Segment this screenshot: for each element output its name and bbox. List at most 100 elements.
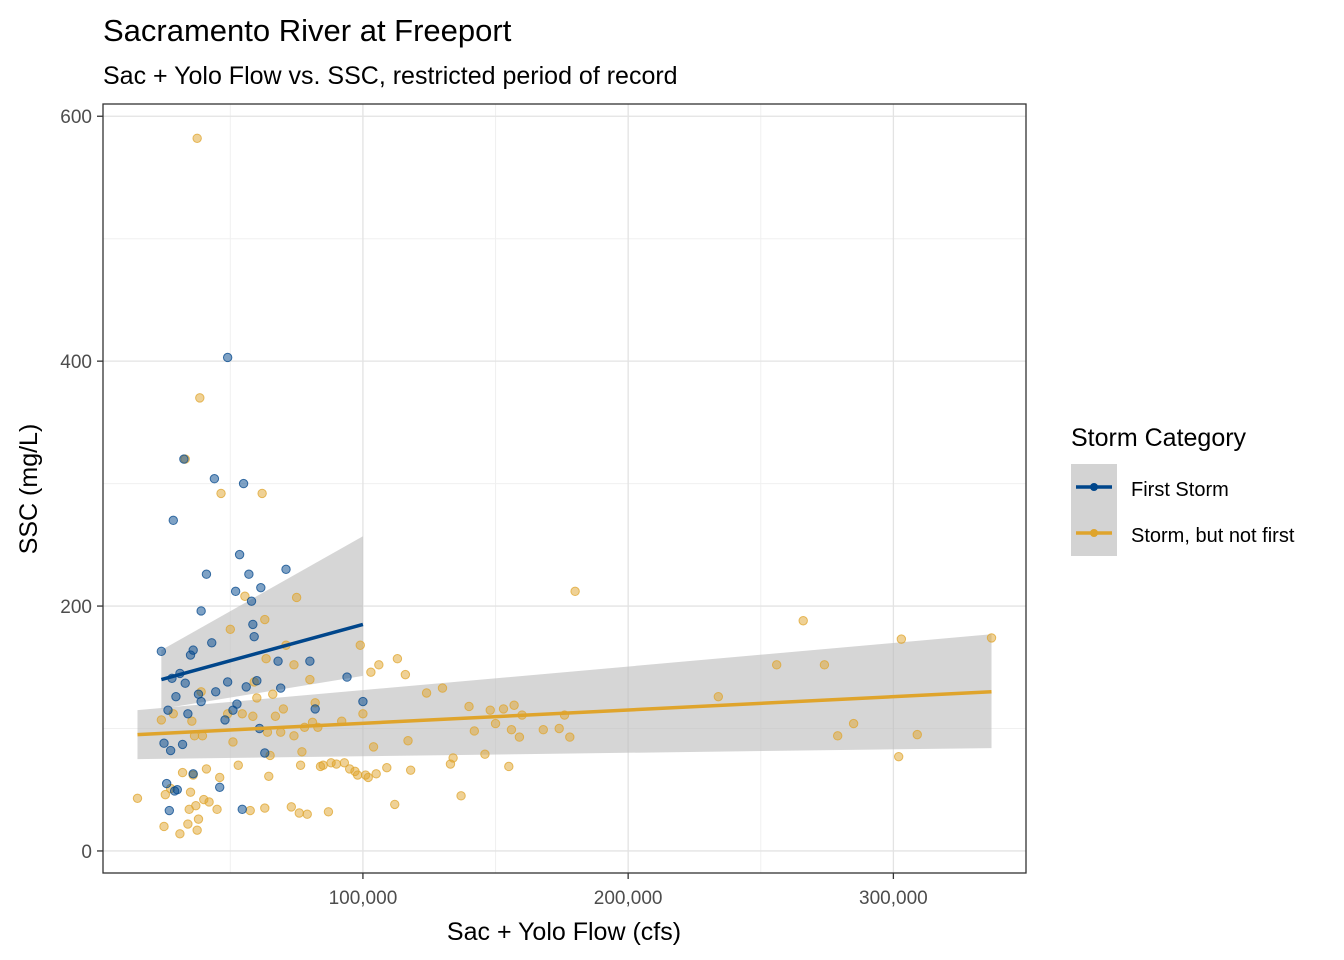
plot-panel <box>102 103 1027 874</box>
data-point <box>363 772 373 783</box>
data-point <box>177 767 188 778</box>
data-point <box>289 660 299 670</box>
data-point <box>248 619 258 630</box>
data-point <box>193 814 204 824</box>
y-tick-label: 400 <box>60 352 92 373</box>
data-point <box>352 770 363 780</box>
data-point <box>188 769 198 779</box>
data-point <box>358 709 368 719</box>
data-point <box>237 804 247 815</box>
data-point <box>456 791 466 801</box>
data-point <box>215 782 225 792</box>
data-point <box>171 691 181 702</box>
data-point <box>260 803 270 813</box>
data-point <box>565 732 575 742</box>
fit-lines <box>137 622 992 737</box>
data-point <box>281 564 291 575</box>
legend: Storm Category First Storm Storm, but no… <box>1071 424 1295 556</box>
data-point <box>207 638 217 648</box>
data-point <box>278 704 289 714</box>
data-point <box>366 667 376 677</box>
data-point <box>191 800 201 811</box>
data-point <box>448 753 458 763</box>
data-point <box>211 687 221 697</box>
data-point <box>238 478 249 489</box>
data-point <box>297 747 307 757</box>
data-point <box>421 688 432 698</box>
data-point <box>912 729 922 740</box>
data-point <box>234 549 245 560</box>
data-point <box>240 591 250 601</box>
data-point <box>848 718 859 729</box>
data-point <box>237 709 247 719</box>
chart-title: Sacramento River at Freeport <box>103 13 512 48</box>
data-point <box>261 654 271 664</box>
data-point <box>222 352 233 363</box>
data-point <box>832 731 843 741</box>
data-point <box>246 596 257 606</box>
data-point <box>498 704 509 714</box>
data-point <box>469 726 480 736</box>
data-point <box>371 769 381 779</box>
data-point <box>159 821 169 832</box>
data-point <box>305 656 315 666</box>
data-point <box>268 689 278 699</box>
data-point <box>252 693 262 703</box>
data-point <box>163 705 173 715</box>
data-point <box>248 711 258 721</box>
data-point <box>286 802 297 812</box>
data-point <box>294 808 304 818</box>
data-point <box>156 715 167 725</box>
data-point <box>437 683 448 693</box>
data-point <box>986 633 997 643</box>
data-point <box>310 704 320 714</box>
data-point <box>230 586 241 597</box>
data-point <box>400 669 411 680</box>
y-axis: 0 200 400 600 <box>60 107 103 863</box>
data-point <box>403 736 413 746</box>
data-point <box>256 582 266 593</box>
data-point <box>405 765 416 775</box>
data-point <box>342 672 352 682</box>
data-point <box>509 700 519 710</box>
data-point <box>233 760 243 770</box>
data-point <box>270 711 281 721</box>
data-point <box>201 569 212 579</box>
legend-title: Storm Category <box>1071 424 1247 452</box>
data-point <box>196 696 206 707</box>
data-point <box>196 606 206 616</box>
data-point <box>232 699 242 709</box>
y-axis-title: SSC (mg/L) <box>15 424 43 555</box>
data-point <box>264 771 274 781</box>
data-point <box>490 718 501 729</box>
data-point <box>305 674 315 685</box>
panel-border <box>102 103 1027 874</box>
data-point <box>295 760 306 770</box>
fit-line-0 <box>160 622 364 682</box>
x-tick-label: 200,000 <box>594 888 663 909</box>
data-point <box>291 592 302 603</box>
data-point <box>504 761 514 772</box>
data-point <box>570 586 580 597</box>
data-point <box>480 749 490 759</box>
y-tick-label: 200 <box>60 597 92 618</box>
data-point <box>289 731 299 741</box>
data-point <box>192 825 202 835</box>
data-point <box>273 656 283 666</box>
data-point <box>225 624 236 635</box>
data-point <box>209 474 220 484</box>
data-point <box>318 760 328 770</box>
data-point <box>161 778 172 789</box>
data-point <box>245 805 255 816</box>
data-point <box>168 515 178 526</box>
data-point <box>276 683 286 693</box>
data-point <box>514 732 525 742</box>
data-point <box>506 725 517 735</box>
legend-point-storm-not-first <box>1090 529 1098 537</box>
data-point <box>302 809 312 819</box>
fit-line-1 <box>137 690 992 737</box>
legend-point-first-storm <box>1090 483 1098 491</box>
data-point <box>159 738 169 748</box>
data-point <box>260 748 270 758</box>
